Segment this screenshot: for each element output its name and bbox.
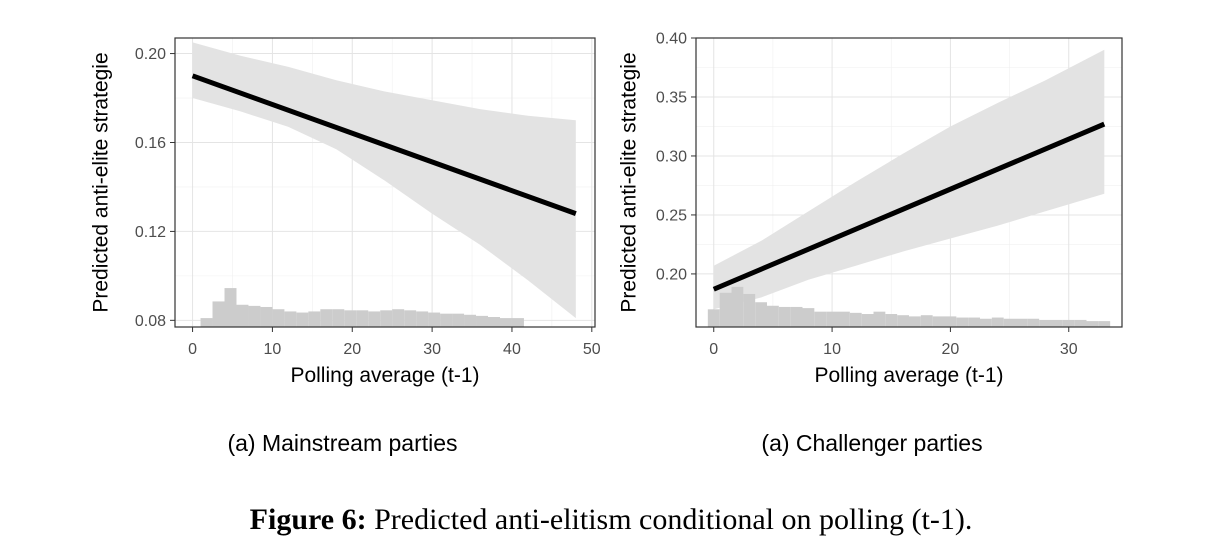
histogram-bar [248, 305, 261, 327]
prediction-line [712, 121, 1106, 292]
x-tick-label: 0 [188, 341, 197, 358]
panel-challenger: 0 10 20 30 0.20 0.25 0.30 0.35 0.40 Polling avera… [617, 31, 1123, 387]
x-tick-label: 0 [709, 341, 718, 358]
histogram-bar [332, 309, 345, 327]
histogram-bar [861, 314, 874, 327]
histogram-bar [707, 309, 720, 327]
histogram-bar [873, 311, 886, 327]
y-axis-title: Predicted anti-elite strategie [617, 52, 640, 312]
histogram-bar [440, 313, 453, 327]
histogram-bar [511, 318, 524, 327]
histogram-bar [296, 312, 309, 327]
y-tick-label: 0.20 [656, 266, 687, 283]
histogram-bar [356, 310, 369, 327]
x-tick-label: 40 [503, 341, 521, 358]
histogram-bar [272, 309, 285, 327]
plot-border [174, 37, 596, 328]
figure-caption-text: Predicted anti-elitism conditional on po… [374, 503, 973, 536]
x-tick-label: 10 [823, 341, 841, 358]
histogram-bar [743, 293, 756, 327]
histogram-bar [980, 318, 992, 327]
histogram-bar [719, 292, 732, 327]
histogram-bar [968, 317, 980, 327]
histogram-bar [284, 311, 297, 327]
histogram-bar [392, 309, 405, 327]
histogram-bar [212, 301, 225, 327]
prediction-line [191, 73, 577, 216]
figure-label: Figure 6: [249, 503, 367, 536]
histogram-bar [909, 316, 921, 327]
histogram-bar [1039, 319, 1051, 327]
x-axis-title: Polling average (t-1) [814, 364, 1003, 387]
histogram-bar [802, 308, 815, 327]
histogram-bar [885, 314, 898, 327]
x-tick-label: 50 [583, 341, 601, 358]
histogram-bar [380, 310, 393, 327]
histogram-bar [428, 312, 441, 327]
histogram-bar [200, 318, 213, 327]
panel-mainstream: 0 10 20 30 40 50 0.08 0.12 0.16 0.20 Polling avera… [89, 37, 601, 387]
y-tick-label: 0.25 [656, 207, 687, 224]
histogram-bar [944, 316, 957, 327]
histogram-bar [1074, 319, 1087, 327]
histogram-bar [404, 310, 417, 327]
histogram-bar [1051, 319, 1063, 327]
histogram-bar [731, 286, 744, 327]
histogram-bar [755, 302, 767, 327]
histogram-bar [320, 309, 333, 327]
histogram-bar [956, 317, 969, 327]
y-tick-label: 0.12 [135, 224, 166, 241]
histogram-bar [1086, 321, 1099, 327]
y-axis-title: Predicted anti-elite strategie [89, 52, 112, 312]
y-tick-label: 0.40 [656, 31, 687, 48]
y-tick-label: 0.20 [135, 46, 166, 63]
histogram-bar [344, 310, 357, 327]
x-tick-label: 20 [343, 341, 361, 358]
histogram-bar [1062, 319, 1075, 327]
histogram-bar [920, 315, 933, 327]
y-tick-label: 0.08 [135, 313, 166, 330]
x-tick-label: 30 [1060, 341, 1078, 358]
histogram-bar [814, 311, 827, 327]
histogram-bar [308, 311, 321, 327]
histogram-bar [416, 311, 429, 327]
confidence-band [713, 49, 1105, 310]
histogram-bar [932, 316, 945, 327]
y-tick-label: 0.16 [135, 135, 166, 152]
histogram-bar [1015, 318, 1028, 327]
histogram-bar [897, 315, 909, 327]
histogram-bar [991, 317, 1004, 327]
histogram-bar [488, 316, 500, 327]
histogram-bar [452, 313, 465, 327]
histogram-bar [826, 311, 838, 327]
histogram-bar [778, 306, 791, 327]
histogram-bar [1098, 321, 1111, 327]
histogram-bar [368, 311, 381, 327]
histogram-bar [767, 305, 779, 327]
histogram-bar [1027, 318, 1040, 327]
histogram-bar [790, 306, 803, 327]
x-tick-label: 30 [423, 341, 441, 358]
histogram-bar [1003, 318, 1016, 327]
x-tick-label: 10 [264, 341, 282, 358]
figure-caption: Figure 6: Predicted anti-elitism conditi… [0, 503, 1222, 537]
histogram-bar [224, 288, 237, 327]
histogram-bar [838, 311, 850, 327]
histogram-bar [849, 312, 862, 327]
x-tick-label: 20 [942, 341, 960, 358]
histogram-bar [464, 314, 477, 327]
histogram-bar [476, 315, 489, 327]
histogram-bar [236, 304, 249, 327]
y-tick-label: 0.35 [656, 89, 687, 106]
plot-border [695, 37, 1123, 328]
subcaption-mainstream: (a) Mainstream parties [227, 430, 458, 456]
y-tick-label: 0.30 [656, 148, 687, 165]
histogram-bar [260, 306, 273, 327]
subcaption-challenger: (a) Challenger parties [761, 430, 983, 456]
x-axis-title: Polling average (t-1) [290, 364, 479, 387]
histogram-bar [499, 318, 512, 327]
